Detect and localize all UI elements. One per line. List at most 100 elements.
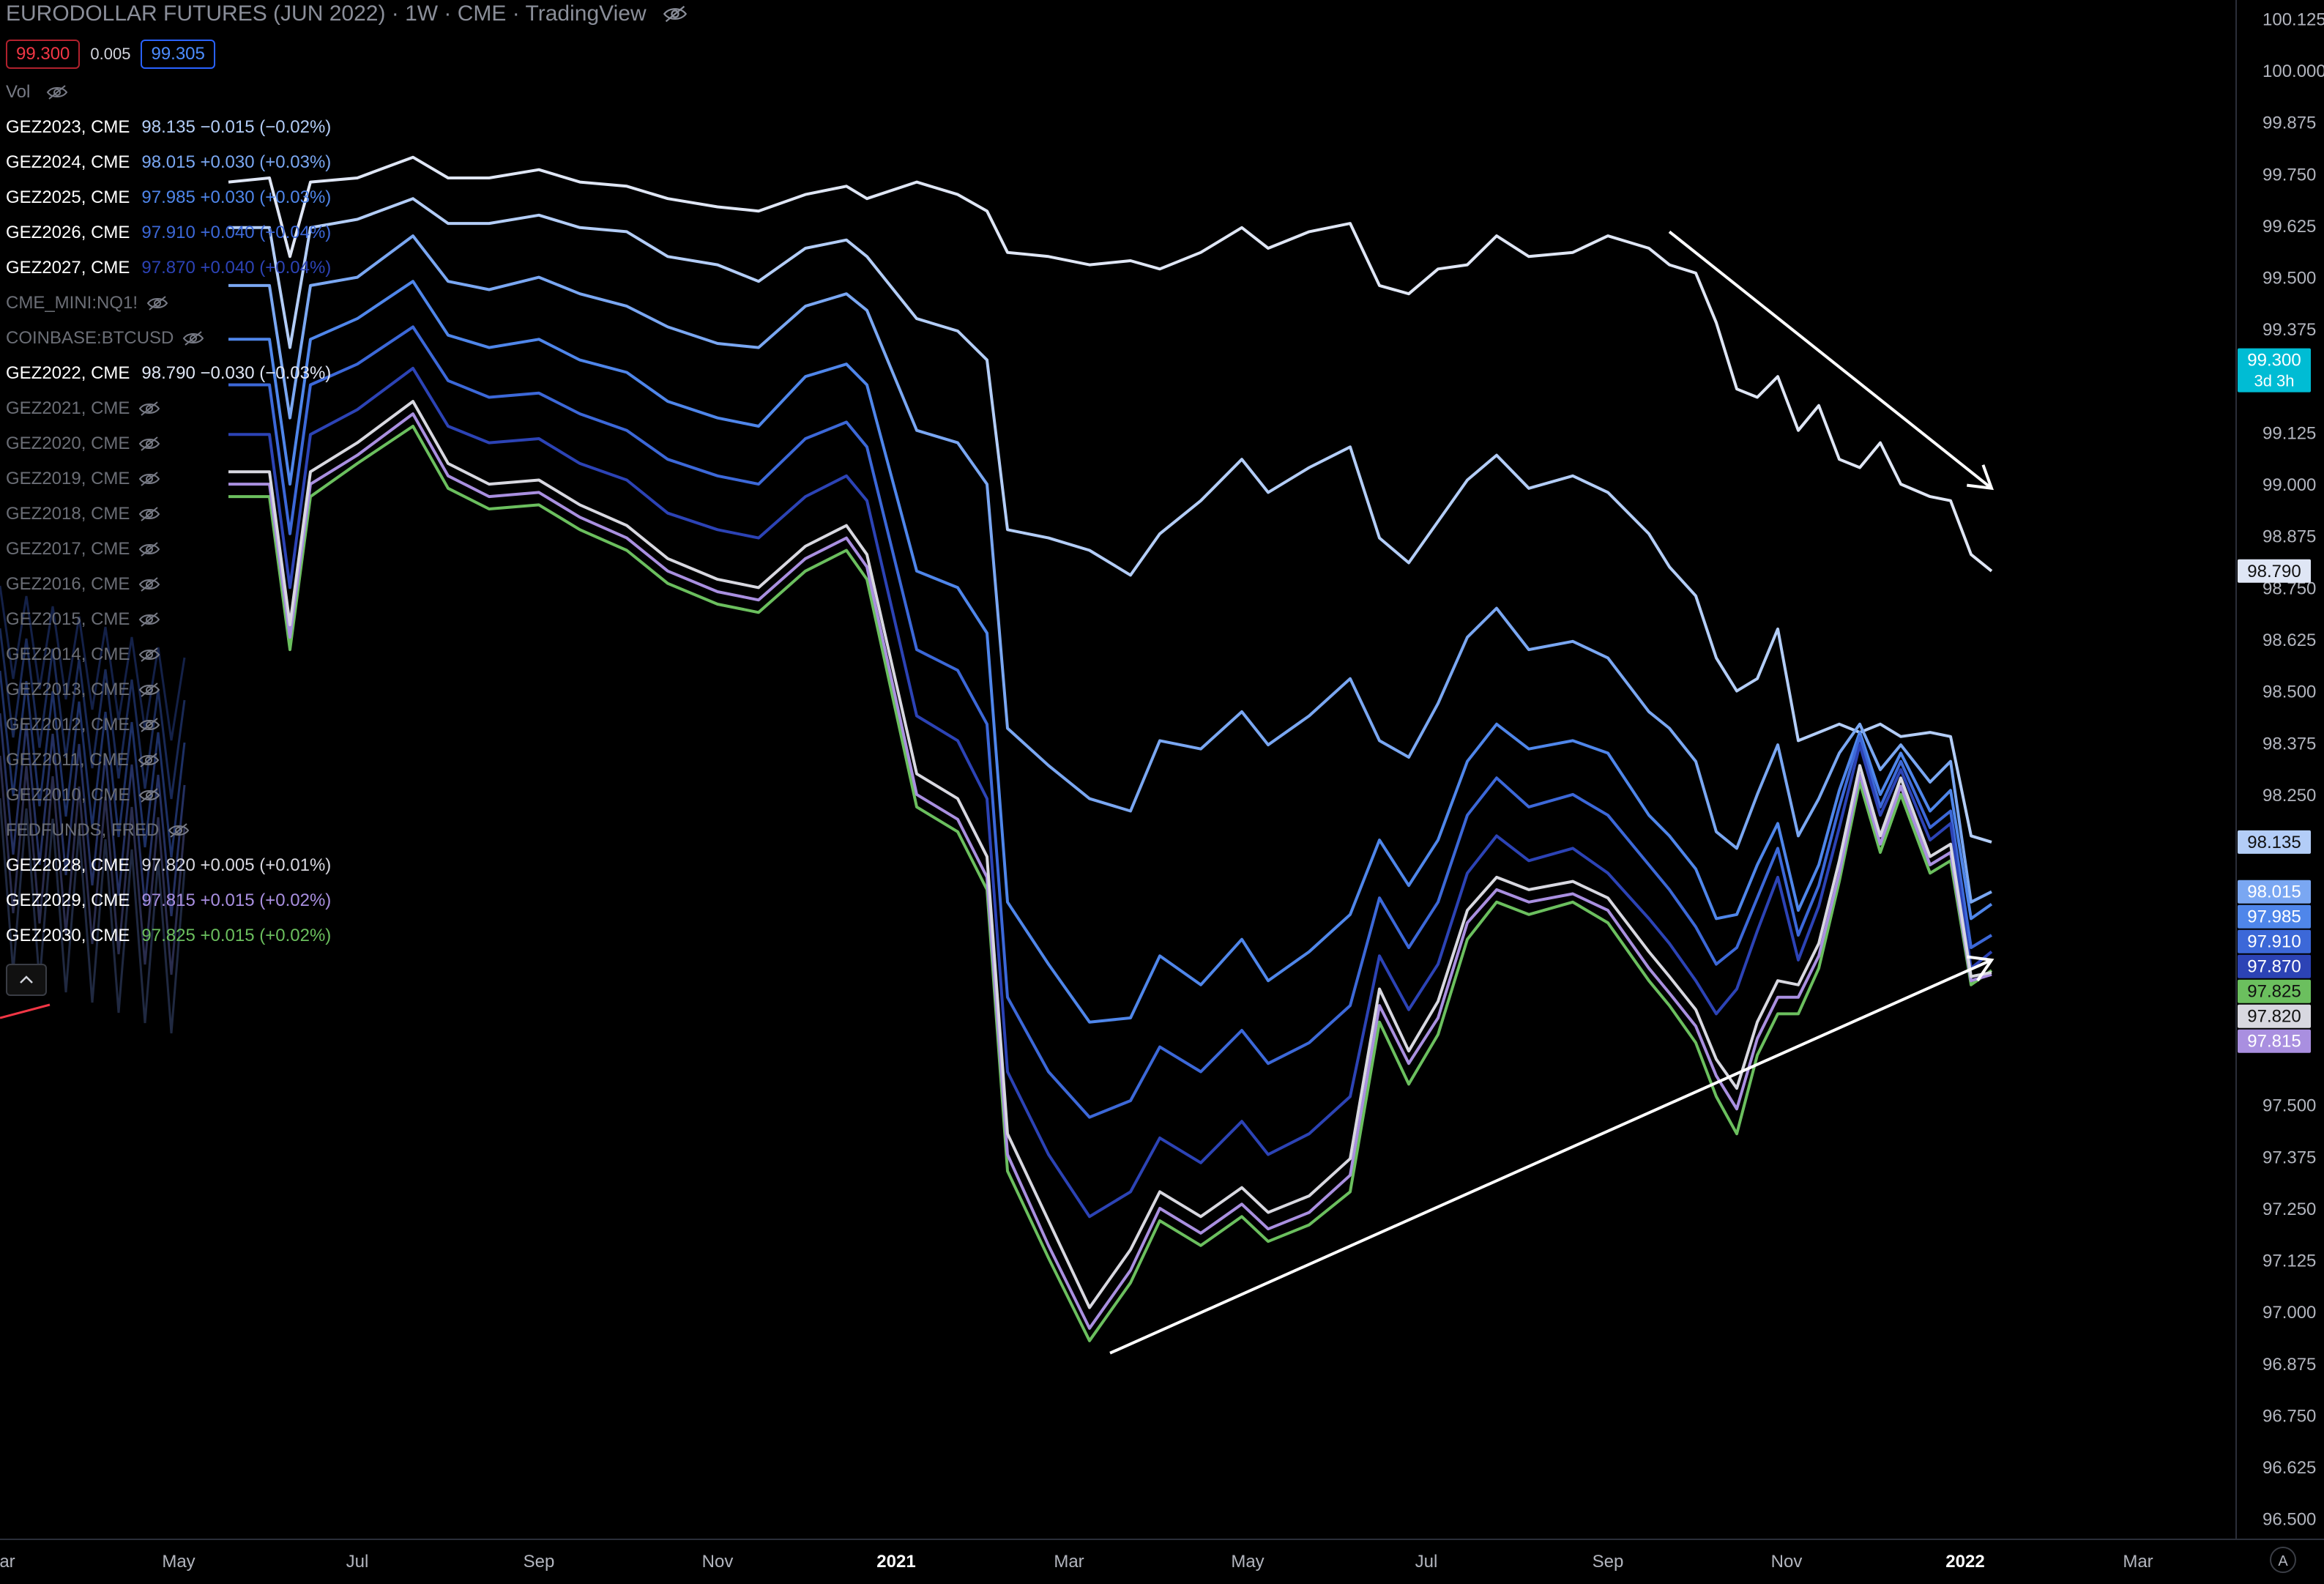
ask-price-button[interactable]: 99.305 — [141, 40, 215, 69]
series-line-gez2024[interactable] — [228, 234, 1992, 904]
legend-row[interactable]: GEZ2023, CME 98.135 −0.015 (−0.02%) — [6, 110, 688, 145]
bid-ask-row: 99.300 0.005 99.305 — [6, 38, 688, 70]
price-badge: 98.135 — [2238, 830, 2311, 854]
legend-symbol: GEZ2025, CME — [6, 187, 130, 207]
eye-off-icon[interactable] — [138, 471, 160, 487]
eye-off-icon[interactable] — [146, 295, 168, 311]
legend-row[interactable]: GEZ2025, CME 97.985 +0.030 (+0.03%) — [6, 180, 688, 215]
eye-off-icon[interactable] — [138, 401, 160, 417]
legend-symbol: GEZ2016, CME — [6, 574, 130, 594]
legend-value: 97.820 +0.005 (+0.01%) — [141, 855, 332, 875]
eye-off-icon[interactable] — [138, 787, 160, 803]
collapse-legend-button[interactable] — [6, 964, 47, 996]
price-badge: 97.910 — [2238, 929, 2311, 953]
title-row: EURODOLLAR FUTURES (JUN 2022) · 1W · CME… — [6, 0, 688, 28]
eye-off-icon[interactable] — [138, 647, 160, 663]
legend-row[interactable]: GEZ2011, CME — [6, 743, 688, 778]
eye-off-icon[interactable] — [138, 611, 160, 628]
y-tick-label: 98.875 — [2262, 527, 2316, 547]
series-line-gez2027[interactable] — [228, 366, 1993, 1219]
series-line-gez2023[interactable] — [228, 197, 1992, 844]
x-tick-label: Jul — [346, 1552, 369, 1572]
volume-indicator-row[interactable]: Vol — [6, 75, 688, 110]
legend-symbol: GEZ2010, CME — [6, 785, 130, 805]
series-line-gez2025[interactable] — [228, 280, 1993, 1024]
price-badge-label: 98.790 — [2247, 562, 2301, 581]
price-badge-countdown: 3d 3h — [2254, 372, 2294, 390]
legend-row[interactable]: GEZ2024, CME 98.015 +0.030 (+0.03%) — [6, 145, 688, 180]
legend-row[interactable]: GEZ2013, CME — [6, 672, 688, 707]
legend-row[interactable]: GEZ2022, CME 98.790 −0.030 (−0.03%) — [6, 356, 688, 391]
legend-value: 98.015 +0.030 (+0.03%) — [141, 152, 332, 172]
legend-row[interactable]: GEZ2016, CME — [6, 567, 688, 602]
legend-row[interactable]: GEZ2027, CME 97.870 +0.040 (+0.04%) — [6, 250, 688, 286]
x-tick-label: May — [162, 1552, 195, 1572]
eye-off-icon[interactable] — [138, 541, 160, 557]
legend-row[interactable]: GEZ2028, CME 97.820 +0.005 (+0.01%) — [6, 848, 688, 883]
price-badge-label: 97.820 — [2247, 1007, 2301, 1027]
eye-off-icon[interactable] — [138, 576, 160, 592]
legend-row[interactable]: GEZ2012, CME — [6, 707, 688, 743]
eye-off-icon[interactable] — [46, 84, 68, 100]
y-tick-label: 99.500 — [2262, 269, 2316, 289]
x-tick-label: Sep — [1593, 1552, 1624, 1572]
legend-symbol: GEZ2013, CME — [6, 680, 130, 699]
legend-row[interactable]: GEZ2020, CME — [6, 426, 688, 461]
legend-row[interactable]: GEZ2018, CME — [6, 497, 688, 532]
legend-row[interactable]: FEDFUNDS, FRED — [6, 813, 688, 848]
legend-row[interactable]: COINBASE:BTCUSD — [6, 321, 688, 356]
y-tick-label: 96.875 — [2262, 1355, 2316, 1375]
bid-price-button[interactable]: 99.300 — [6, 40, 81, 69]
x-tick-label: 2021 — [876, 1552, 915, 1572]
legend-row[interactable]: GEZ2019, CME — [6, 461, 688, 497]
legend-row[interactable]: GEZ2010, CME — [6, 778, 688, 813]
legend-row[interactable]: CME_MINI:NQ1! — [6, 286, 688, 321]
series-line-gez2028[interactable] — [228, 400, 1992, 1309]
auto-scale-button[interactable]: A — [2270, 1547, 2296, 1573]
legend-symbol: GEZ2015, CME — [6, 609, 130, 629]
legend-symbol: GEZ2028, CME — [6, 855, 130, 875]
legend-row[interactable]: GEZ2021, CME — [6, 391, 688, 426]
legend-row[interactable]: GEZ2015, CME — [6, 602, 688, 637]
time-axis[interactable]: Mar May Jul Sep Nov 2021 Mar May Jul Sep Nov 2022 Ma… — [0, 1539, 2324, 1573]
series-line-gez2029[interactable] — [228, 412, 1992, 1330]
series-layer — [228, 155, 1993, 1342]
legend-symbol: GEZ2021, CME — [6, 398, 130, 418]
eye-off-icon[interactable] — [663, 4, 688, 23]
eye-off-icon[interactable] — [168, 822, 190, 839]
y-tick-label: 100.125 — [2262, 10, 2324, 29]
legend-row[interactable]: GEZ2017, CME — [6, 532, 688, 567]
legend-row[interactable]: GEZ2029, CME 97.815 +0.015 (+0.02%) — [6, 883, 688, 918]
legend-value: 97.985 +0.030 (+0.03%) — [141, 187, 332, 207]
legend-value: 97.870 +0.040 (+0.04%) — [141, 258, 332, 278]
series-line-gez2022[interactable] — [228, 155, 1993, 573]
legend-row[interactable]: GEZ2026, CME 97.910 +0.040 (+0.04%) — [6, 215, 688, 250]
legend-symbol: GEZ2026, CME — [6, 223, 130, 242]
eye-off-icon[interactable] — [138, 436, 160, 452]
legend-panel: EURODOLLAR FUTURES (JUN 2022) · 1W · CME… — [6, 0, 688, 996]
chart-title: EURODOLLAR FUTURES (JUN 2022) · 1W · CME… — [6, 1, 647, 26]
eye-off-icon[interactable] — [138, 752, 160, 768]
x-tick-label: Mar — [2123, 1552, 2153, 1572]
series-line-gez2026[interactable] — [228, 325, 1993, 1119]
price-badge: 98.015 — [2238, 880, 2311, 904]
x-tick-label: Nov — [1771, 1552, 1803, 1572]
legend-row[interactable]: GEZ2014, CME — [6, 637, 688, 672]
series-line-gez2030[interactable] — [228, 425, 1993, 1342]
price-axis[interactable]: 100.125 100.000 99.875 99.750 99.625 99.500 99… — [2235, 0, 2324, 1539]
eye-off-icon[interactable] — [138, 506, 160, 522]
eye-off-icon[interactable] — [138, 717, 160, 733]
eye-off-icon[interactable] — [182, 330, 204, 346]
y-tick-label: 99.625 — [2262, 217, 2316, 237]
legend-row[interactable]: GEZ2030, CME 97.825 +0.015 (+0.02%) — [6, 918, 688, 953]
trend-arrow-annotation[interactable] — [1668, 230, 1994, 491]
trend-arrow-annotation[interactable] — [1109, 955, 1995, 1355]
hidden-series-ghost-layer — [0, 585, 186, 1034]
price-badge: 97.870 — [2238, 954, 2311, 978]
price-badge: 97.825 — [2238, 979, 2311, 1003]
eye-off-icon[interactable] — [138, 682, 160, 698]
y-tick-label: 97.250 — [2262, 1200, 2316, 1219]
